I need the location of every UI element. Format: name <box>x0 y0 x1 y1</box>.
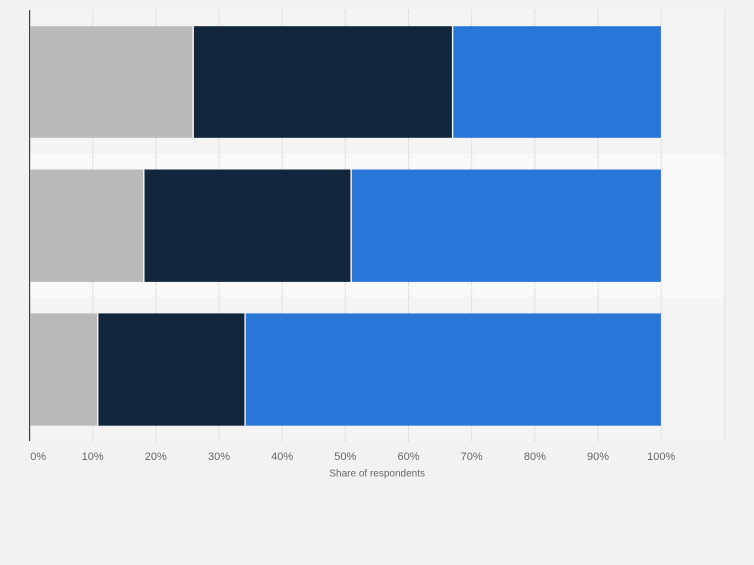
svg-text:10%: 10% <box>82 451 104 463</box>
svg-text:100%: 100% <box>647 451 675 463</box>
svg-text:50%: 50% <box>334 451 356 463</box>
svg-text:90%: 90% <box>587 451 609 463</box>
svg-text:30%: 30% <box>208 451 230 463</box>
svg-text:20%: 20% <box>145 451 167 463</box>
svg-text:70%: 70% <box>461 451 483 463</box>
svg-text:60%: 60% <box>397 451 419 463</box>
svg-text:80%: 80% <box>524 451 546 463</box>
svg-text:Share of respondents: Share of respondents <box>329 469 425 480</box>
svg-text:40%: 40% <box>271 451 293 463</box>
svg-text:0%: 0% <box>30 451 46 463</box>
